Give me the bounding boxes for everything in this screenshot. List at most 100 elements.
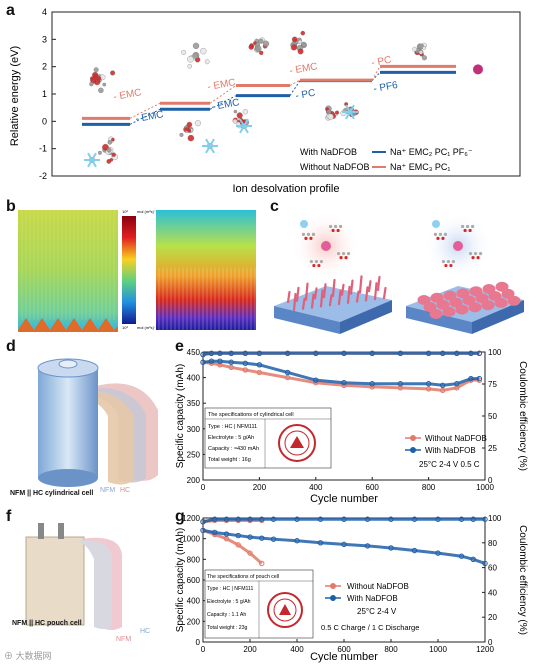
atom bbox=[109, 158, 114, 162]
data-point bbox=[294, 538, 300, 544]
y-tick-label-left: 300 bbox=[187, 425, 201, 434]
series-line bbox=[202, 517, 485, 524]
x-tick-label: 400 bbox=[290, 645, 304, 654]
dendrite bbox=[367, 280, 372, 293]
atom bbox=[179, 132, 184, 137]
atom bbox=[441, 236, 445, 241]
data-point bbox=[256, 350, 263, 356]
dendrite bbox=[355, 290, 360, 303]
y-tick-label-left: 400 bbox=[187, 597, 201, 606]
y-tick-label-left: 200 bbox=[187, 617, 201, 626]
panel-g-axes: 0 200 400 600 800 1000 12001200100080060040020… bbox=[182, 514, 502, 654]
data-point bbox=[425, 350, 432, 356]
colorbar-top-label: 10⁶ bbox=[122, 209, 128, 214]
cell-can bbox=[38, 368, 98, 478]
hc-label-f: HC bbox=[140, 628, 150, 635]
dendrite bbox=[292, 292, 297, 312]
y-tick-label-right: 80 bbox=[488, 539, 497, 548]
atom bbox=[460, 224, 465, 229]
atom bbox=[248, 44, 254, 50]
y-tick-label-left: 1000 bbox=[182, 535, 200, 544]
panel-a-ylabel: Relative energy (eV) bbox=[9, 46, 21, 146]
panel-g-ylabel-left: Specific capacity (mAh) bbox=[175, 528, 186, 632]
data-point bbox=[388, 516, 394, 522]
atom bbox=[468, 251, 473, 256]
data-point bbox=[482, 516, 488, 522]
spec-row: Electrolyte : 5 g/Ah bbox=[207, 599, 251, 605]
panel-label-a: a bbox=[6, 2, 15, 19]
pouch-layer-sep bbox=[78, 540, 112, 629]
atom bbox=[187, 128, 192, 133]
atom bbox=[311, 232, 316, 237]
deposit-dome bbox=[442, 306, 456, 317]
pf6-bond bbox=[349, 111, 355, 120]
atom bbox=[476, 255, 480, 260]
y-tick-label-left: 350 bbox=[187, 399, 201, 408]
energy-connector bbox=[129, 102, 161, 119]
y-tick-label: 3 bbox=[42, 34, 47, 44]
data-point bbox=[317, 540, 324, 546]
atom bbox=[317, 263, 321, 268]
data-point bbox=[247, 550, 253, 556]
uniform-deposits bbox=[417, 281, 521, 319]
data-point bbox=[284, 350, 291, 356]
step-label-with: - PC bbox=[295, 88, 317, 102]
data-point bbox=[242, 350, 249, 356]
data-point bbox=[341, 541, 347, 548]
atom bbox=[259, 50, 264, 55]
data-point bbox=[397, 350, 404, 356]
atom bbox=[187, 64, 192, 69]
dendrite bbox=[313, 287, 318, 300]
atom bbox=[102, 143, 109, 151]
atom bbox=[422, 46, 426, 50]
legend-without-structure: Na⁺ EMC₃ PC₁ bbox=[390, 162, 450, 172]
atom bbox=[186, 121, 193, 128]
panel-d-caption: NFM || HC cylindrical cell bbox=[10, 490, 94, 497]
colorbar bbox=[122, 216, 136, 324]
university-seal-g bbox=[267, 592, 303, 628]
legend-marker-without-g bbox=[330, 583, 336, 589]
x-tick-label: 400 bbox=[309, 483, 323, 492]
data-point bbox=[228, 350, 234, 356]
data-point bbox=[259, 560, 265, 567]
step-label-with: - EMC bbox=[135, 109, 165, 125]
dendrite bbox=[304, 282, 309, 301]
data-point bbox=[208, 358, 215, 364]
atom bbox=[473, 251, 478, 256]
atom bbox=[451, 259, 456, 264]
pf6-bond bbox=[91, 152, 97, 161]
data-point bbox=[294, 516, 300, 522]
anode-slab-with-side bbox=[406, 306, 472, 334]
watermark: ⊕ 大数据网 bbox=[4, 651, 52, 661]
atom bbox=[306, 232, 311, 237]
data-point bbox=[476, 350, 483, 356]
spec-title-g: The specifications of pouch cell bbox=[207, 574, 279, 580]
atom bbox=[301, 232, 306, 237]
pf6-bond bbox=[243, 125, 249, 134]
y-tick-label: 4 bbox=[42, 7, 47, 17]
data-point bbox=[411, 547, 418, 554]
dendrite bbox=[364, 286, 369, 302]
data-point bbox=[259, 516, 265, 522]
panel-a-step-labels: - EMC - EMC - PC - PF6 - EMC - EMC - EMC - PC bbox=[113, 55, 483, 125]
flux-streamlines-right bbox=[158, 268, 256, 330]
energy-connector bbox=[289, 79, 301, 86]
anion bbox=[300, 220, 308, 228]
pf6-bond bbox=[209, 145, 215, 154]
spec-title: The specifications of cylindrical cell bbox=[208, 412, 294, 418]
atom bbox=[319, 259, 324, 264]
data-point bbox=[247, 534, 253, 540]
data-point bbox=[397, 381, 404, 387]
panel-a-legend: With NaDFOB Na⁺ EMC₂ PC₁ PF₆⁻ Without Na… bbox=[300, 147, 473, 172]
data-point bbox=[440, 350, 446, 356]
data-point bbox=[242, 367, 249, 373]
data-point bbox=[235, 516, 241, 522]
y-tick-label: -2 bbox=[39, 171, 47, 181]
atom bbox=[111, 137, 115, 142]
y-tick-label-left: 1200 bbox=[182, 514, 200, 523]
x-tick-label: 800 bbox=[422, 483, 436, 492]
data-point bbox=[341, 380, 347, 386]
x-tick-label: 0 bbox=[201, 483, 206, 492]
atom bbox=[97, 150, 102, 155]
y-tick-label-left: 200 bbox=[187, 476, 201, 485]
